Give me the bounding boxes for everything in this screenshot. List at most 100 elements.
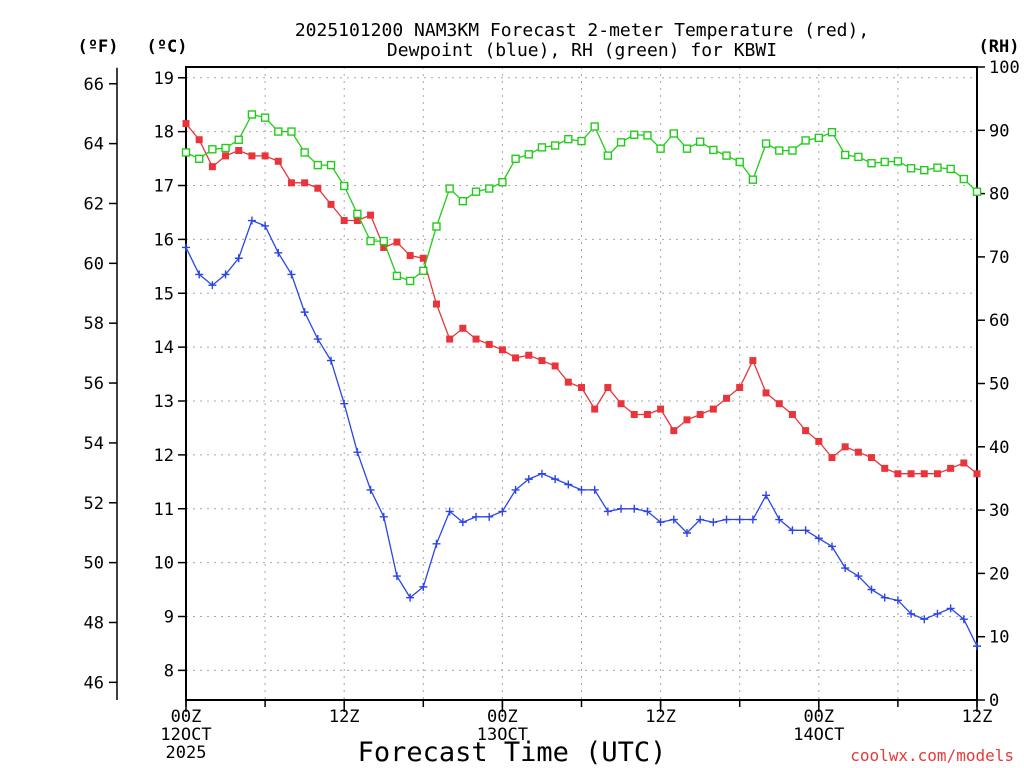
dewpoint-point: [353, 448, 362, 457]
dewpoint-point: [419, 582, 428, 591]
dewpoint-point: [564, 480, 573, 489]
x-tick-label: 00Z: [171, 707, 202, 727]
2-meter-temperature-point: [841, 443, 849, 451]
rh-point: [577, 136, 586, 146]
2-meter-temperature-point: [815, 437, 823, 445]
dewpoint-point: [907, 609, 916, 618]
dewpoint-point: [973, 642, 981, 651]
x-tick-year: 2025: [166, 743, 207, 763]
2-meter-temperature-point: [551, 362, 559, 370]
dewpoint-point: [511, 485, 520, 494]
dewpoint-point: [920, 615, 929, 624]
celsius-tick-label: 8: [164, 661, 174, 681]
2-meter-temperature-point: [617, 400, 625, 408]
dewpoint-point: [261, 221, 270, 230]
celsius-unit-label: (ºC): [147, 37, 188, 57]
dewpoint-point: [827, 542, 836, 551]
rh-tick-label: 30: [989, 501, 1009, 521]
2-meter-temperature-point: [248, 152, 256, 160]
dewpoint-point: [748, 515, 757, 524]
dewpoint-point: [788, 526, 797, 535]
rh-point: [775, 146, 784, 155]
rh-tick-label: 50: [989, 375, 1009, 395]
rh-tick-label: 0: [989, 691, 999, 711]
2-meter-temperature-point: [630, 410, 638, 418]
celsius-tick-label: 16: [154, 230, 174, 250]
dewpoint-point: [406, 593, 415, 602]
2-meter-temperature-point: [538, 357, 546, 365]
chart-title-line1: 2025101200 NAM3KM Forecast 2-meter Tempe…: [295, 20, 869, 41]
dewpoint-point: [814, 534, 823, 543]
2-meter-temperature-point: [709, 405, 717, 413]
rh-point: [247, 110, 257, 119]
dewpoint-point: [577, 485, 586, 494]
dewpoint-point: [682, 528, 691, 537]
axes: [109, 66, 985, 712]
dewpoint-point: [300, 308, 309, 317]
2-meter-temperature-point: [604, 384, 612, 392]
dewpoint-point: [603, 507, 612, 516]
dewpoint-point: [445, 507, 454, 516]
celsius-tick-label: 17: [154, 177, 174, 197]
rh-point: [695, 137, 705, 146]
rh-point: [722, 151, 731, 160]
rh-point: [445, 184, 454, 193]
fahrenheit-tick-label: 48: [84, 613, 104, 633]
2-meter-temperature-point: [578, 384, 585, 392]
fahrenheit-tick-label: 56: [84, 374, 104, 394]
dewpoint-point: [880, 593, 889, 602]
2-meter-temperature-point: [920, 470, 928, 478]
rh-point: [906, 164, 916, 173]
rh-tick-label: 20: [989, 564, 1009, 584]
x-axis-label: Forecast Time (UTC): [358, 737, 667, 768]
rh-point: [656, 144, 665, 153]
celsius-tick-label: 19: [154, 69, 174, 89]
dewpoint-point: [195, 270, 204, 279]
rh-point: [709, 145, 718, 155]
2-meter-temperature-point: [327, 200, 335, 208]
dewpoint-point: [234, 254, 243, 263]
x-tick-date: 14OCT: [793, 725, 844, 745]
rh-point: [564, 134, 573, 144]
celsius-tick-label: 15: [154, 284, 174, 304]
celsius-tick-label: 18: [154, 123, 174, 143]
2-meter-temperature-point: [235, 147, 243, 155]
rh-point: [485, 184, 494, 193]
dewpoint-point: [841, 564, 850, 573]
2-meter-temperature-point: [643, 410, 651, 418]
dewpoint-point: [946, 604, 955, 613]
rh-point: [340, 181, 349, 191]
2-meter-temperature-point: [287, 179, 295, 187]
rh-point: [827, 127, 837, 137]
rh-point: [524, 150, 533, 159]
2-meter-temperature-point: [683, 416, 691, 424]
dewpoint-point: [669, 515, 678, 524]
dewpoint-point: [590, 485, 599, 494]
dewpoint-point: [775, 515, 784, 524]
x-tick-label: 00Z: [487, 707, 518, 727]
rh-point: [498, 178, 507, 187]
rh-point: [366, 236, 375, 246]
2-meter-temperature-point: [775, 400, 783, 408]
celsius-tick-label: 11: [154, 500, 174, 520]
rh-point: [643, 131, 652, 140]
dewpoint-point: [696, 515, 705, 524]
2-meter-temperature-point: [393, 238, 401, 246]
2-meter-temperature-point: [380, 243, 388, 251]
dewpoint-point: [854, 572, 863, 581]
rh-point: [590, 122, 599, 131]
dewpoint-point: [722, 515, 731, 524]
2-meter-temperature-point: [723, 394, 731, 402]
dewpoint-point: [340, 399, 349, 408]
dewpoint-point: [208, 281, 217, 290]
dewpoint-point: [327, 356, 336, 365]
2-meter-temperature-point: [881, 464, 889, 472]
fahrenheit-tick-label: 58: [84, 314, 104, 334]
dewpoint-point: [709, 518, 718, 527]
rh-tick-label: 70: [989, 248, 1009, 268]
dewpoint-point: [537, 469, 546, 478]
rh-point: [854, 152, 863, 162]
fahrenheit-tick-label: 66: [84, 75, 104, 95]
rh-tick-label: 40: [989, 438, 1009, 458]
